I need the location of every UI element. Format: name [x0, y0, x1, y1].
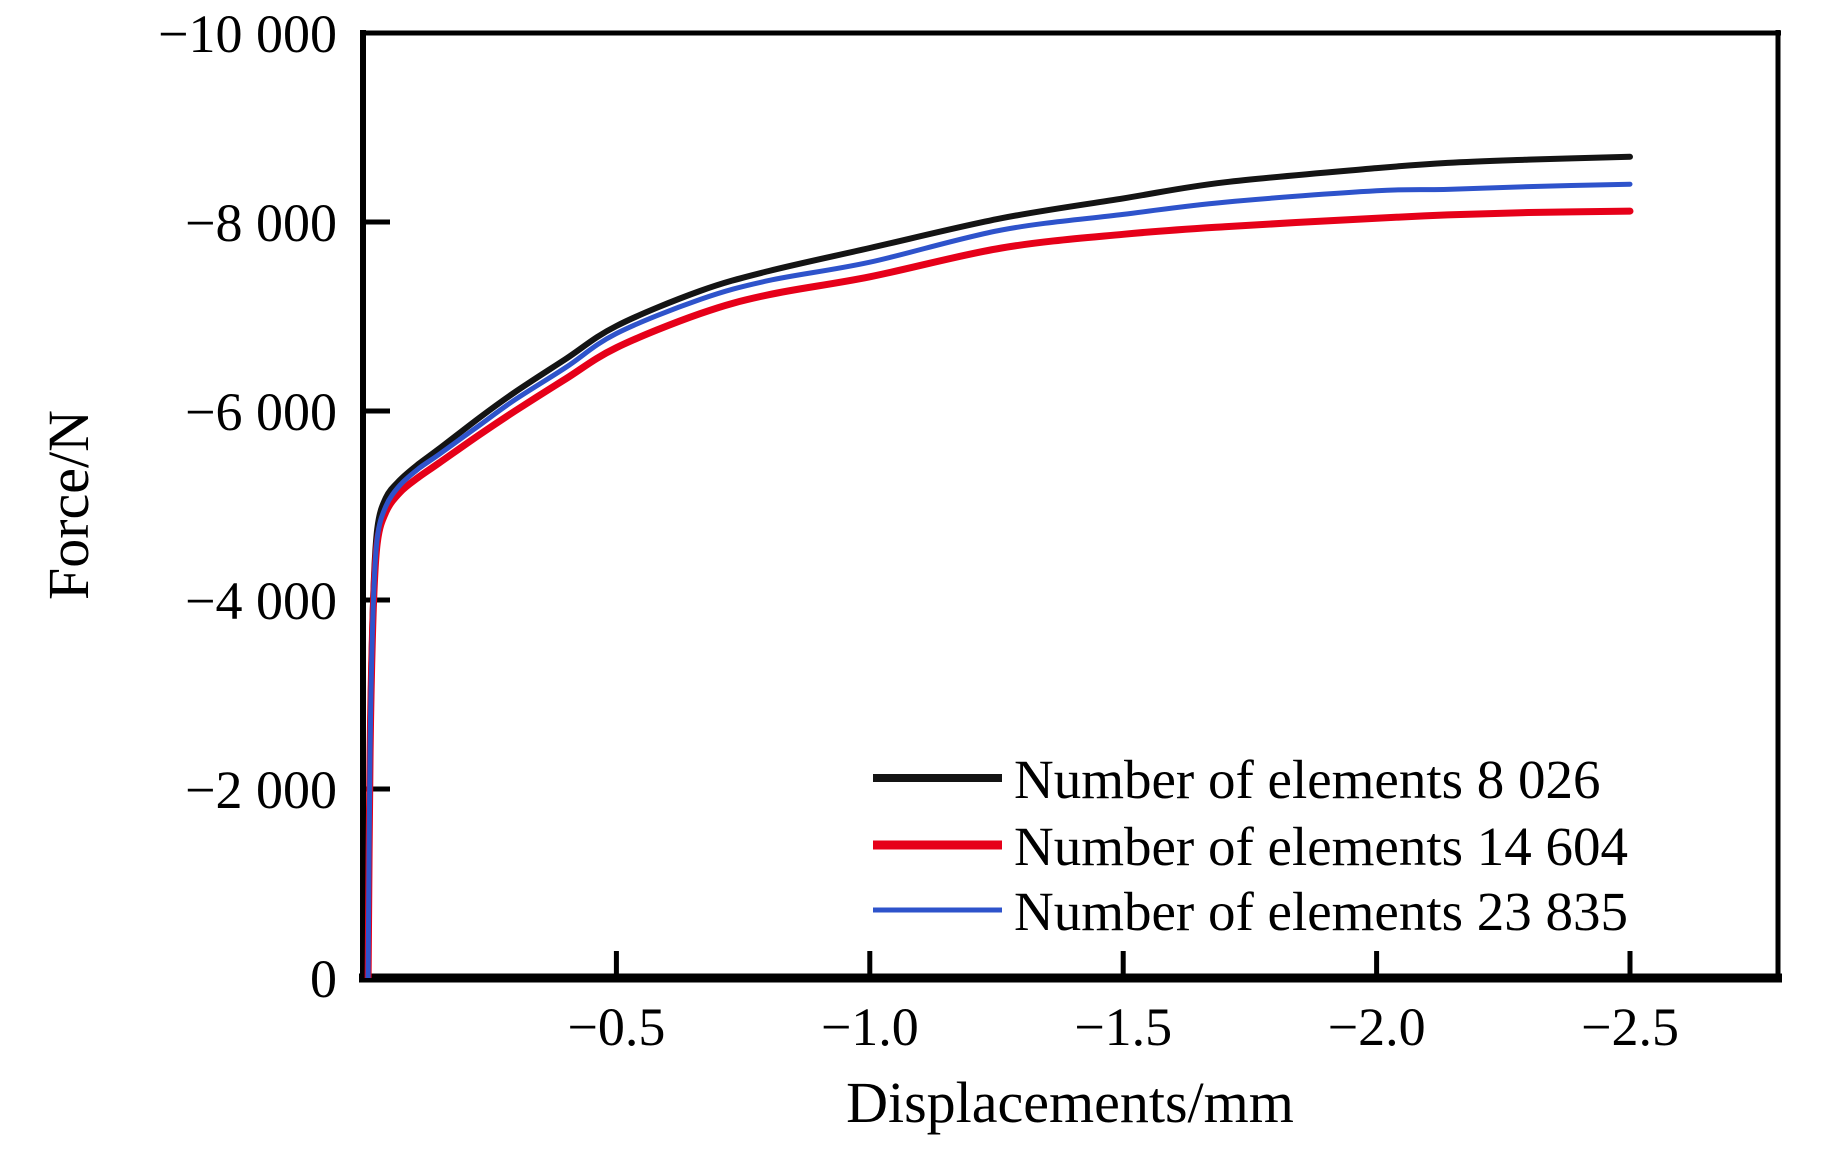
x-tick-label: −2.0 [1328, 997, 1426, 1057]
y-tick-label: −10 000 [158, 4, 337, 64]
legend-label: Number of elements 8 026 [1014, 749, 1601, 810]
x-tick-label: −1.5 [1074, 997, 1172, 1057]
y-tick-label: −2 000 [185, 760, 337, 820]
data-curves [364, 153, 1634, 978]
y-tick-label: 0 [310, 949, 337, 1009]
y-tick-label: −8 000 [185, 193, 337, 253]
x-tick-label: −1.0 [821, 997, 919, 1057]
legend-label: Number of elements 14 604 [1014, 816, 1628, 877]
plot-frame [359, 30, 1782, 983]
x-tick-label: −0.5 [567, 997, 665, 1057]
legend-label: Number of elements 23 835 [1014, 881, 1628, 942]
x-axis-title: Displacements/mm [846, 1070, 1294, 1135]
legend-item: Number of elements 14 604 [873, 816, 1628, 877]
y-tick-label: −6 000 [185, 382, 337, 442]
y-axis-title: Force/N [36, 410, 101, 600]
axis-ticks [366, 219, 1633, 975]
x-tick-label: −2.5 [1581, 997, 1679, 1057]
axis-tick-labels: −0.5 −1.0 −1.5 −2.0 −2.5 0 −2 000 −4 000 −6 000 −… [158, 4, 1679, 1057]
legend-item: Number of elements 8 026 [873, 749, 1601, 810]
series-curve-3 [365, 181, 1633, 978]
y-tick-label: −4 000 [185, 571, 337, 631]
legend-item: Number of elements 23 835 [873, 881, 1628, 942]
